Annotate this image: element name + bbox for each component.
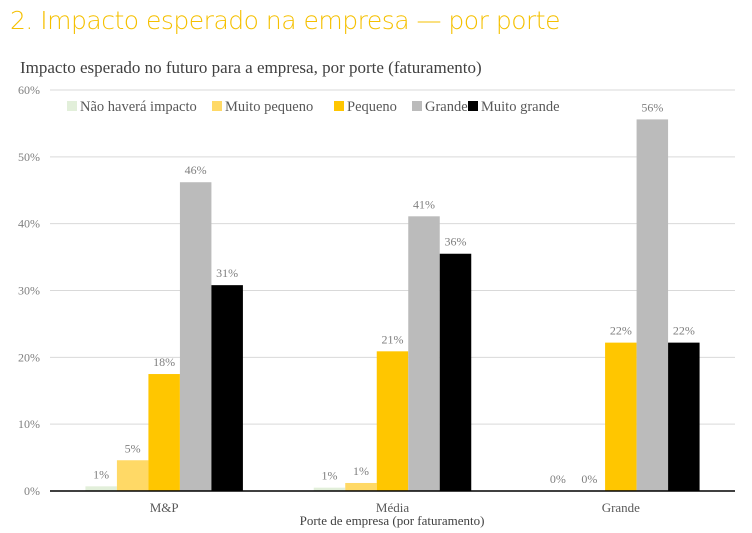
y-tick-label: 50%: [18, 150, 40, 164]
data-label: 18%: [153, 355, 175, 369]
y-tick-label: 20%: [18, 350, 40, 364]
data-label: 1%: [93, 467, 109, 481]
legend-label: Muito grande: [481, 99, 560, 115]
data-label: 36%: [445, 235, 467, 249]
bar: [116, 460, 149, 491]
legend-label: Pequeno: [347, 99, 397, 115]
data-label: 21%: [382, 332, 404, 346]
bar: [148, 374, 180, 491]
legend-swatch: [67, 101, 77, 111]
data-label: 0%: [581, 472, 597, 486]
chart-title: Impacto esperado no futuro para a empres…: [20, 58, 482, 77]
legend-swatch: [412, 101, 422, 111]
y-tick-label: 0%: [24, 484, 40, 498]
bar: [211, 285, 243, 491]
x-tick-label: Grande: [602, 500, 640, 515]
legend-swatch: [468, 101, 478, 111]
data-label: 31%: [216, 266, 238, 280]
data-label: 22%: [673, 324, 695, 338]
bar: [345, 482, 377, 491]
data-label: 1%: [322, 469, 338, 483]
x-tick-label: Média: [376, 500, 409, 515]
data-label: 46%: [185, 163, 207, 177]
data-label: 56%: [641, 100, 663, 114]
bar: [439, 253, 472, 491]
x-tick-label: M&P: [150, 500, 179, 515]
bar: [668, 342, 700, 491]
legend-label: Muito pequeno: [225, 99, 313, 115]
bar: [408, 216, 440, 491]
data-label: 41%: [413, 197, 435, 211]
y-tick-label: 60%: [18, 83, 40, 97]
bar: [376, 351, 409, 491]
data-label: 5%: [125, 441, 141, 455]
legend-swatch: [212, 101, 222, 111]
y-tick-label: 40%: [18, 217, 40, 231]
bar: [179, 182, 212, 492]
legend-label: Não haverá impacto: [80, 99, 197, 115]
legend-label: Grande: [425, 99, 468, 115]
page-title: 2. Impacto esperado na empresa — por por…: [10, 6, 560, 35]
x-axis-label: Porte de empresa (por faturamento): [300, 513, 485, 528]
bar: [85, 486, 117, 491]
data-label: 0%: [550, 472, 566, 486]
data-label: 1%: [353, 464, 369, 478]
bar: [636, 119, 669, 491]
bar: [605, 342, 637, 491]
y-tick-label: 10%: [18, 417, 40, 431]
bar: [313, 487, 346, 491]
data-label: 22%: [610, 324, 632, 338]
y-tick-label: 30%: [18, 284, 40, 298]
legend-swatch: [334, 101, 344, 111]
